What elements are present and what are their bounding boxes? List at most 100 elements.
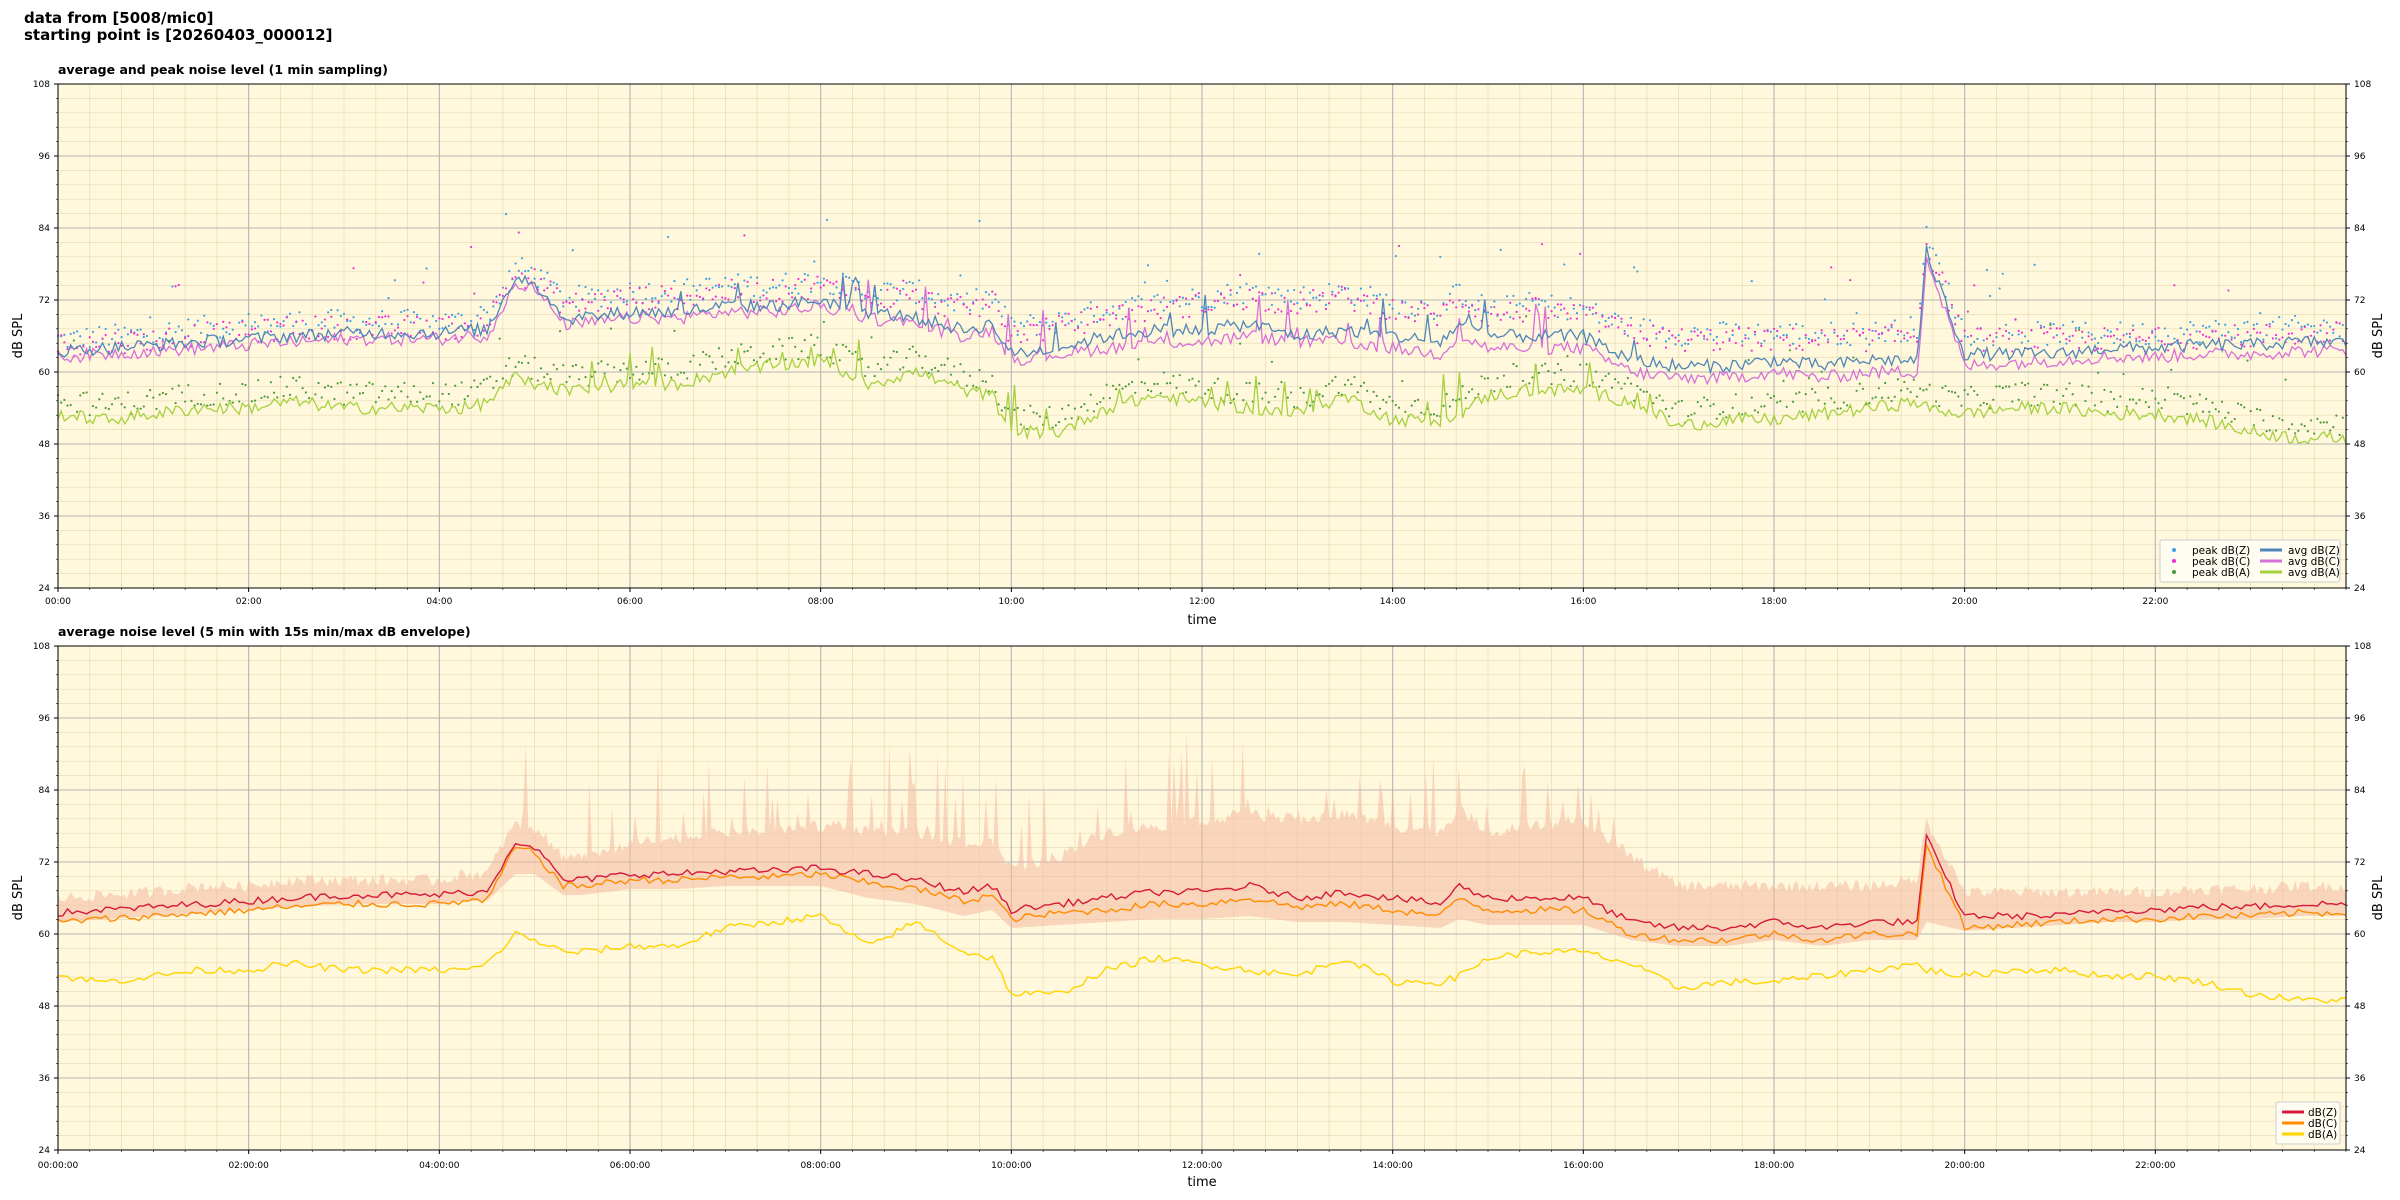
peak-dot	[1801, 410, 1804, 413]
peak-dot	[574, 292, 578, 295]
peak-dot	[2195, 347, 2198, 351]
peak-dot	[1130, 308, 1134, 312]
peak-dot	[1105, 309, 1108, 312]
peak-dot	[2004, 329, 2008, 333]
peak-dot	[1954, 391, 1957, 394]
peak-dot	[1950, 303, 1954, 307]
peak-dot	[1178, 295, 1181, 299]
peak-dot	[390, 332, 393, 335]
peak-dot	[282, 394, 285, 398]
peak-dot	[1032, 323, 1035, 327]
peak-dot	[1324, 384, 1328, 388]
peak-dot	[2338, 322, 2341, 325]
peak-dot	[1601, 379, 1604, 382]
peak-dot	[1210, 308, 1213, 312]
peak-dot	[1801, 325, 1804, 328]
peak-dot	[1547, 369, 1550, 373]
peak-dot	[2329, 325, 2332, 328]
peak-dot	[1092, 314, 1096, 317]
peak-dot	[956, 293, 959, 296]
peak-dot	[1912, 328, 1915, 331]
peak-dot	[1092, 410, 1096, 413]
peak-dot	[1423, 307, 1426, 310]
peak-dot	[314, 393, 317, 396]
peak-dot	[1471, 304, 1474, 307]
y-tick-label-right: 96	[2354, 714, 2366, 724]
peak-dot	[682, 302, 686, 305]
peak-dot	[482, 308, 485, 311]
peak-dot	[120, 336, 123, 339]
peak-dot	[2055, 389, 2058, 392]
peak-dot	[1845, 341, 1849, 344]
y-axis-label-right: dB SPL	[2371, 875, 2386, 920]
peak-dot	[1966, 310, 1969, 313]
peak-dot	[590, 288, 593, 291]
peak-dot	[2058, 327, 2062, 330]
peak-dot	[2319, 329, 2322, 332]
peak-dot	[886, 288, 889, 291]
peak-dot	[1175, 299, 1178, 302]
peak-dot	[1785, 333, 1788, 337]
peak-dot	[298, 311, 301, 314]
peak-dot	[1509, 301, 1512, 304]
peak-dot	[2147, 405, 2151, 409]
peak-dot	[152, 330, 155, 333]
peak-dot	[288, 393, 292, 397]
peak-dot	[1353, 375, 1356, 379]
peak-dot	[2058, 402, 2062, 405]
peak-dot	[473, 328, 476, 332]
peak-dot	[867, 295, 870, 299]
peak-dot	[1448, 299, 1451, 302]
peak-dot	[1471, 388, 1474, 391]
peak-dot	[978, 219, 981, 223]
peak-dot	[1165, 382, 1169, 385]
peak-dot	[1289, 391, 1293, 394]
peak-dot	[1347, 378, 1350, 382]
peak-dot	[2154, 397, 2157, 400]
peak-dot	[2065, 342, 2068, 345]
peak-dot	[705, 287, 708, 290]
peak-dot	[1690, 330, 1693, 333]
peak-dot	[1153, 308, 1156, 311]
peak-dot	[415, 313, 419, 316]
peak-dot	[975, 299, 978, 302]
peak-dot	[730, 286, 733, 289]
peak-dot	[2122, 334, 2125, 337]
peak-dot	[2240, 403, 2243, 406]
peak-dot	[765, 297, 768, 300]
peak-dot	[2189, 333, 2192, 336]
peak-dot	[1712, 338, 1715, 342]
peak-dot	[1598, 330, 1601, 333]
peak-dot	[899, 289, 902, 292]
peak-dot	[2160, 340, 2163, 343]
peak-dot	[794, 283, 797, 287]
peak-dot	[825, 279, 829, 282]
peak-dot	[171, 342, 174, 345]
peak-dot	[1639, 324, 1642, 327]
peak-dot	[1652, 324, 1655, 327]
peak-dot	[2252, 327, 2255, 330]
peak-dot	[498, 337, 501, 340]
peak-dot	[1048, 327, 1051, 331]
peak-dot	[810, 287, 813, 290]
peak-dot	[1251, 286, 1254, 289]
peak-dot	[574, 305, 578, 308]
peak-dot	[638, 378, 641, 381]
peak-dot	[1820, 331, 1823, 335]
peak-dot	[1172, 302, 1175, 305]
peak-dot	[1858, 382, 1861, 385]
peak-dot	[327, 335, 330, 339]
peak-dot	[727, 298, 730, 301]
peak-dot	[1016, 329, 1019, 333]
peak-dot	[2313, 324, 2316, 328]
peak-dot	[1029, 404, 1032, 407]
peak-dot	[2084, 341, 2087, 344]
peak-dot	[1064, 323, 1067, 327]
peak-dot	[794, 345, 797, 348]
peak-dot	[2335, 414, 2338, 417]
peak-dot	[180, 329, 184, 332]
peak-dot	[1359, 287, 1362, 290]
peak-dot	[2049, 327, 2052, 330]
peak-dot	[514, 262, 517, 265]
peak-dot	[590, 375, 593, 378]
